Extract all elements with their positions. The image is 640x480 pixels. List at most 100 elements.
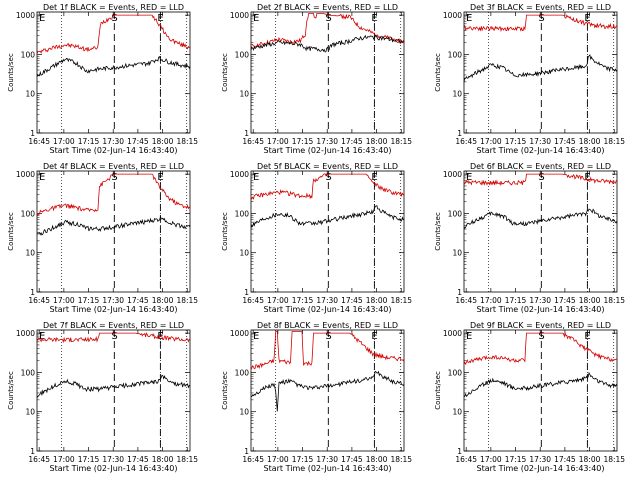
x-tick-label: 16:45: [455, 455, 477, 464]
x-tick-label: 17:00: [480, 296, 502, 305]
series-red-lld-line: [250, 173, 404, 200]
y-tick-label: 10: [25, 90, 35, 99]
y-axis-label: Counts/sec: [434, 212, 442, 251]
marker-label: E: [466, 13, 472, 24]
x-tick-label: 17:45: [127, 137, 149, 146]
marker-label: E: [39, 172, 45, 183]
x-tick-label: 18:15: [390, 296, 412, 305]
x-tick-label: 18:00: [152, 455, 174, 464]
y-tick-label: 10: [25, 249, 35, 258]
x-tick-label: 17:00: [53, 455, 75, 464]
x-tick-label: 16:45: [242, 296, 264, 305]
marker-label: S: [111, 331, 117, 342]
y-tick-label: 10: [452, 249, 462, 258]
y-tick-label: 100: [448, 368, 463, 377]
x-tick-label: 17:15: [78, 296, 100, 305]
panel-title: Det 7f BLACK = Events, RED = LLD: [43, 321, 184, 330]
y-tick-label: 1000: [230, 170, 249, 179]
x-tick-label: 18:15: [390, 137, 412, 146]
x-tick-label: 17:30: [529, 455, 551, 464]
marker-label: E: [584, 13, 590, 24]
x-axis-label: Start Time (02-Jun-14 16:43:40): [264, 305, 392, 314]
x-tick-label: 17:30: [529, 296, 551, 305]
x-tick-label: 17:30: [102, 296, 124, 305]
marker-label: E: [466, 172, 472, 183]
series-black-events-line: [36, 56, 191, 78]
y-tick-label: 1000: [16, 11, 35, 20]
y-tick-label: 1000: [443, 170, 462, 179]
x-tick-label: 18:15: [176, 296, 198, 305]
panel-title: Det 3f BLACK = Events, RED = LLD: [470, 3, 611, 12]
y-tick-label: 1: [244, 129, 249, 138]
series-red-lld-line: [36, 173, 191, 217]
series-black-events-line: [250, 205, 405, 228]
y-tick-label: 1: [457, 129, 462, 138]
x-tick-label: 18:00: [579, 296, 601, 305]
plot-frame: [36, 11, 191, 134]
y-tick-label: 100: [448, 50, 463, 59]
series-red-lld-line: [463, 331, 618, 366]
marker-label: S: [325, 331, 331, 342]
marker-label: S: [538, 13, 544, 24]
y-tick-label: 100: [235, 209, 250, 218]
x-tick-label: 17:45: [554, 455, 576, 464]
x-tick-label: 18:15: [390, 455, 412, 464]
x-tick-label: 17:15: [292, 137, 314, 146]
x-axis-label: Start Time (02-Jun-14 16:43:40): [477, 146, 605, 155]
x-tick-label: 17:00: [480, 455, 502, 464]
y-tick-label: 10: [452, 90, 462, 99]
x-axis-label: Start Time (02-Jun-14 16:43:40): [264, 464, 392, 473]
x-axis-label: Start Time (02-Jun-14 16:43:40): [264, 146, 392, 155]
series-black-events-line: [250, 370, 405, 412]
y-tick-label: 1000: [443, 11, 462, 20]
x-tick-label: 18:15: [603, 137, 625, 146]
y-axis-label: Counts/sec: [221, 53, 229, 92]
x-tick-label: 17:15: [505, 296, 527, 305]
x-tick-label: 17:30: [102, 137, 124, 146]
x-tick-label: 18:00: [366, 455, 388, 464]
x-tick-label: 18:00: [579, 455, 601, 464]
x-tick-label: 16:45: [28, 296, 50, 305]
y-axis-label: Counts/sec: [221, 212, 229, 251]
x-tick-label: 17:00: [53, 296, 75, 305]
y-tick-label: 10: [239, 249, 249, 258]
y-tick-label: 1: [30, 447, 35, 456]
marker-label: E: [371, 331, 377, 342]
panel-title: Det 1f BLACK = Events, RED = LLD: [43, 3, 184, 12]
plot-frame: [250, 11, 405, 134]
y-tick-label: 100: [21, 368, 36, 377]
x-tick-label: 18:00: [366, 137, 388, 146]
panel-title: Det 2f BLACK = Events, RED = LLD: [257, 3, 398, 12]
marker-label: S: [325, 172, 331, 183]
panel-title: Det 9f BLACK = Events, RED = LLD: [470, 321, 611, 330]
x-tick-label: 17:30: [529, 137, 551, 146]
x-axis-label: Start Time (02-Jun-14 16:43:40): [477, 305, 605, 314]
y-tick-label: 10: [25, 408, 35, 417]
panel-title: Det 5f BLACK = Events, RED = LLD: [257, 162, 398, 171]
y-tick-label: 10: [239, 408, 249, 417]
x-tick-label: 17:00: [267, 137, 289, 146]
x-tick-label: 17:00: [267, 455, 289, 464]
x-tick-label: 17:15: [78, 455, 100, 464]
x-tick-label: 18:15: [176, 137, 198, 146]
y-tick-label: 1: [457, 447, 462, 456]
panel-title: Det 4f BLACK = Events, RED = LLD: [43, 162, 184, 171]
x-tick-label: 17:30: [316, 455, 338, 464]
y-tick-label: 100: [235, 50, 250, 59]
x-tick-label: 17:45: [341, 455, 363, 464]
plot-frame: [250, 329, 405, 452]
x-axis-label: Start Time (02-Jun-14 16:43:40): [50, 146, 178, 155]
x-axis-label: Start Time (02-Jun-14 16:43:40): [477, 464, 605, 473]
x-tick-label: 17:30: [316, 296, 338, 305]
x-tick-label: 18:15: [603, 455, 625, 464]
x-tick-label: 18:00: [152, 137, 174, 146]
y-tick-label: 1: [30, 129, 35, 138]
x-tick-label: 16:45: [242, 137, 264, 146]
marker-label: S: [325, 13, 331, 24]
x-tick-label: 17:15: [505, 455, 527, 464]
y-tick-label: 100: [21, 209, 36, 218]
